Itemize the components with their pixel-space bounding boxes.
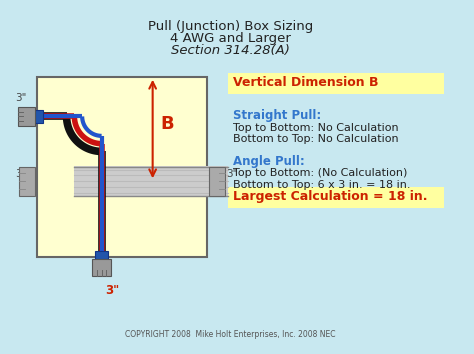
Bar — [74, 166, 228, 197]
Bar — [92, 259, 111, 276]
Text: Largest Calculation = 18 in.: Largest Calculation = 18 in. — [233, 190, 428, 203]
Text: B: B — [160, 115, 174, 133]
Bar — [19, 167, 35, 196]
Text: Straight Pull:: Straight Pull: — [233, 109, 321, 122]
Text: 3": 3" — [227, 169, 238, 179]
Bar — [35, 110, 43, 123]
Bar — [228, 187, 444, 208]
Text: Bottom to Top: No Calculation: Bottom to Top: No Calculation — [233, 134, 399, 144]
Text: 3": 3" — [16, 93, 27, 103]
Text: Section 314.28(A): Section 314.28(A) — [171, 44, 290, 57]
Text: Pull (Junction) Box Sizing: Pull (Junction) Box Sizing — [148, 21, 313, 34]
Text: COPYRIGHT 2008  Mike Holt Enterprises, Inc. 2008 NEC: COPYRIGHT 2008 Mike Holt Enterprises, In… — [125, 330, 336, 339]
Text: 3": 3" — [106, 284, 120, 297]
Bar — [37, 77, 207, 257]
Bar — [209, 167, 225, 196]
Text: Top to Bottom: No Calculation: Top to Bottom: No Calculation — [233, 122, 399, 132]
Text: Angle Pull:: Angle Pull: — [233, 155, 305, 168]
Text: Top to Bottom: (No Calculation): Top to Bottom: (No Calculation) — [233, 168, 408, 178]
Text: Bottom to Top: 6 x 3 in. = 18 in.: Bottom to Top: 6 x 3 in. = 18 in. — [233, 180, 411, 190]
Text: Vertical Dimension B: Vertical Dimension B — [233, 76, 379, 89]
Text: 3": 3" — [16, 169, 27, 179]
Bar — [228, 73, 444, 95]
Bar — [18, 107, 35, 126]
Text: 4 AWG and Larger: 4 AWG and Larger — [170, 32, 291, 45]
Bar — [95, 251, 109, 259]
